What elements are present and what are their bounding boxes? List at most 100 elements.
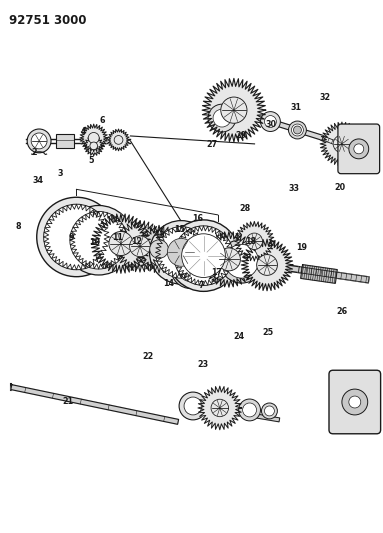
Polygon shape [11, 385, 178, 424]
Circle shape [342, 389, 368, 415]
Circle shape [242, 403, 257, 417]
Polygon shape [135, 225, 183, 273]
Polygon shape [320, 122, 364, 166]
Text: 1: 1 [158, 228, 164, 237]
Polygon shape [322, 136, 354, 152]
Text: 29: 29 [236, 131, 247, 140]
Polygon shape [84, 136, 104, 156]
Text: 23: 23 [197, 360, 208, 369]
FancyBboxPatch shape [329, 370, 381, 434]
Circle shape [155, 227, 207, 278]
Circle shape [114, 135, 123, 144]
Polygon shape [91, 214, 151, 273]
Text: 25: 25 [262, 328, 273, 337]
Text: 17: 17 [211, 268, 222, 277]
Text: 18: 18 [245, 237, 256, 246]
Polygon shape [198, 386, 242, 430]
Circle shape [260, 111, 280, 132]
Circle shape [64, 206, 133, 275]
Text: 10: 10 [89, 238, 100, 247]
Circle shape [349, 139, 369, 159]
Circle shape [182, 234, 225, 278]
Circle shape [70, 212, 128, 269]
Circle shape [225, 244, 259, 278]
Polygon shape [108, 129, 129, 151]
Polygon shape [301, 264, 337, 284]
Polygon shape [214, 102, 375, 156]
Circle shape [179, 392, 207, 420]
Circle shape [44, 204, 109, 270]
FancyBboxPatch shape [338, 124, 380, 174]
Circle shape [333, 135, 351, 152]
Text: 20: 20 [334, 183, 345, 192]
Bar [360, 150, 373, 158]
Circle shape [262, 403, 277, 419]
Circle shape [293, 126, 301, 134]
Polygon shape [199, 250, 221, 263]
Text: 3: 3 [57, 169, 63, 179]
Text: 14: 14 [163, 279, 174, 288]
Text: 12: 12 [131, 237, 142, 246]
Text: 6: 6 [100, 117, 105, 125]
Text: 7: 7 [198, 280, 204, 289]
Circle shape [167, 238, 195, 266]
Text: 28: 28 [239, 204, 250, 213]
Circle shape [109, 231, 133, 255]
Circle shape [88, 133, 99, 143]
Circle shape [218, 248, 241, 271]
Circle shape [31, 133, 47, 149]
Circle shape [239, 399, 260, 421]
Circle shape [349, 396, 361, 408]
Text: 31: 31 [291, 103, 301, 112]
Polygon shape [241, 239, 293, 291]
Circle shape [291, 124, 303, 136]
Text: 32: 32 [319, 93, 330, 102]
Polygon shape [51, 230, 369, 283]
Text: 2: 2 [31, 148, 36, 157]
Text: 92751 3000: 92751 3000 [9, 14, 87, 27]
Text: 19: 19 [296, 244, 307, 253]
Circle shape [184, 397, 202, 415]
Circle shape [288, 121, 306, 139]
Circle shape [37, 197, 116, 277]
Text: 24: 24 [234, 332, 245, 341]
Text: 4: 4 [80, 127, 86, 136]
Circle shape [90, 142, 98, 150]
Text: 8: 8 [16, 222, 21, 231]
Polygon shape [201, 231, 257, 287]
Circle shape [213, 109, 231, 127]
Text: 22: 22 [142, 352, 154, 361]
Circle shape [265, 406, 274, 416]
Text: 33: 33 [289, 184, 300, 193]
Circle shape [150, 240, 168, 259]
Polygon shape [298, 266, 369, 283]
Circle shape [211, 399, 229, 417]
Circle shape [208, 104, 236, 132]
Text: 27: 27 [207, 140, 218, 149]
Circle shape [354, 144, 364, 154]
Text: 26: 26 [336, 307, 347, 316]
Text: 30: 30 [266, 120, 277, 129]
Text: 13: 13 [154, 231, 165, 240]
Polygon shape [202, 78, 266, 142]
Circle shape [174, 226, 233, 286]
Circle shape [246, 233, 262, 249]
Circle shape [257, 255, 277, 276]
Bar [56, 134, 74, 148]
Circle shape [220, 239, 264, 283]
Circle shape [265, 116, 277, 127]
Circle shape [129, 236, 151, 257]
Text: 34: 34 [32, 176, 43, 185]
Circle shape [178, 256, 204, 281]
Text: 9: 9 [69, 233, 74, 242]
Polygon shape [114, 221, 166, 272]
Polygon shape [234, 221, 274, 261]
Polygon shape [80, 124, 108, 152]
Circle shape [27, 129, 51, 153]
Circle shape [171, 249, 211, 288]
Text: 16: 16 [192, 214, 203, 223]
Text: 21: 21 [62, 397, 74, 406]
Circle shape [221, 97, 247, 123]
Circle shape [149, 221, 213, 284]
Text: 11: 11 [112, 233, 123, 242]
